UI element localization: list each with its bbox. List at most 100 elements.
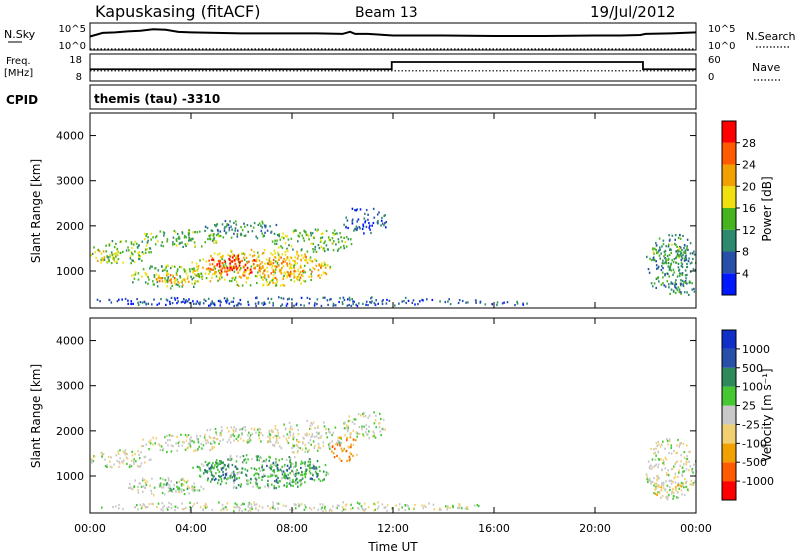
heatmap-cell	[251, 259, 254, 262]
heatmap-cell	[667, 272, 669, 275]
colorbar-tick-label: 25	[742, 400, 756, 413]
heatmap-cell	[206, 471, 209, 474]
heatmap-cell	[223, 297, 226, 300]
heatmap-cell	[286, 247, 288, 250]
heatmap-cell	[477, 505, 480, 508]
heatmap-cell	[194, 231, 196, 234]
heatmap-cell	[661, 495, 664, 498]
heatmap-cell	[238, 476, 241, 480]
heatmap-cell	[292, 435, 294, 438]
heatmap-cell	[323, 421, 325, 424]
heatmap-cell	[384, 214, 386, 217]
heatmap-cell	[183, 508, 185, 511]
heatmap-cell	[404, 296, 407, 299]
heatmap-cell	[191, 282, 193, 285]
heatmap-cell	[296, 276, 299, 279]
heatmap-cell	[183, 493, 186, 496]
heatmap-cell	[310, 435, 312, 438]
heatmap-cell	[105, 250, 107, 253]
heatmap-cell	[674, 281, 677, 284]
heatmap-cell	[670, 263, 672, 266]
heatmap-cell	[675, 279, 677, 282]
heatmap-cell	[261, 466, 263, 469]
heatmap-cell	[151, 265, 153, 268]
heatmap-cell	[229, 458, 231, 461]
heatmap-cell	[222, 470, 224, 474]
heatmap-cell	[113, 260, 116, 263]
heatmap-cell	[693, 253, 696, 256]
heatmap-cell	[113, 253, 115, 256]
heatmap-cell	[302, 237, 305, 240]
heatmap-cell	[358, 502, 361, 506]
heatmap-cell	[365, 208, 368, 212]
heatmap-cell	[288, 436, 290, 439]
heatmap-cell	[302, 271, 305, 274]
heatmap-cell	[280, 262, 283, 265]
heatmap-cell	[92, 459, 95, 463]
heatmap-cell	[340, 246, 342, 249]
heatmap-cell	[153, 486, 156, 489]
heatmap-cell	[292, 443, 294, 447]
heatmap-cell	[176, 449, 178, 452]
power-colorbar-label: Power [dB]	[760, 176, 774, 241]
heatmap-cell	[209, 428, 212, 431]
heatmap-cell	[171, 490, 173, 493]
heatmap-cell	[647, 268, 650, 271]
heatmap-cell	[213, 260, 216, 263]
heatmap-cell	[272, 469, 274, 472]
heatmap-cell	[401, 506, 403, 509]
heatmap-cell	[231, 228, 233, 231]
heatmap-cell	[379, 412, 381, 415]
heatmap-cell	[359, 208, 362, 211]
heatmap-cell	[391, 507, 394, 510]
heatmap-cell	[350, 432, 352, 435]
heatmap-cell	[261, 226, 263, 229]
heatmap-cell	[220, 300, 222, 304]
heatmap-cell	[258, 459, 260, 462]
heatmap-cell	[292, 438, 295, 441]
heatmap-cell	[102, 258, 105, 261]
heatmap-cell	[262, 278, 264, 282]
power-panel-frame	[89, 112, 697, 309]
heatmap-cell	[117, 258, 120, 261]
heatmap-cell	[142, 252, 145, 255]
heatmap-cell	[277, 434, 279, 437]
freq-tick-top: 18	[69, 55, 82, 66]
heatmap-cell	[333, 233, 335, 237]
heatmap-cell	[375, 299, 377, 302]
heatmap-cell	[142, 438, 144, 441]
heatmap-cell	[293, 480, 295, 484]
heatmap-cell	[273, 469, 275, 472]
heatmap-cell	[657, 463, 660, 466]
heatmap-cell	[215, 438, 218, 441]
heatmap-cell	[144, 486, 147, 489]
heatmap-cell	[679, 282, 682, 285]
heatmap-cell	[363, 502, 366, 505]
heatmap-cell	[226, 508, 228, 511]
heatmap-cell	[244, 234, 247, 237]
heatmap-cell	[206, 505, 208, 509]
heatmap-cell	[361, 507, 364, 510]
heatmap-cell	[682, 442, 685, 445]
heatmap-cell	[299, 264, 302, 267]
heatmap-cell	[668, 283, 670, 286]
heatmap-cell	[101, 506, 103, 509]
heatmap-cell	[212, 477, 214, 480]
heatmap-cell	[220, 270, 223, 273]
heatmap-cell	[132, 281, 134, 284]
heatmap-cell	[284, 242, 287, 245]
heatmap-cell	[279, 238, 281, 241]
heatmap-cell	[667, 495, 669, 498]
heatmap-cell	[278, 255, 281, 258]
heatmap-cell	[217, 253, 219, 256]
heatmap-cell	[276, 429, 279, 432]
heatmap-cell	[290, 465, 292, 468]
colorbar-swatch	[722, 348, 736, 368]
heatmap-cell	[222, 438, 224, 441]
heatmap-cell	[657, 458, 660, 461]
heatmap-cell	[282, 277, 285, 281]
heatmap-cell	[671, 243, 673, 246]
colorbar-swatch	[722, 424, 736, 444]
heatmap-cell	[314, 228, 317, 231]
